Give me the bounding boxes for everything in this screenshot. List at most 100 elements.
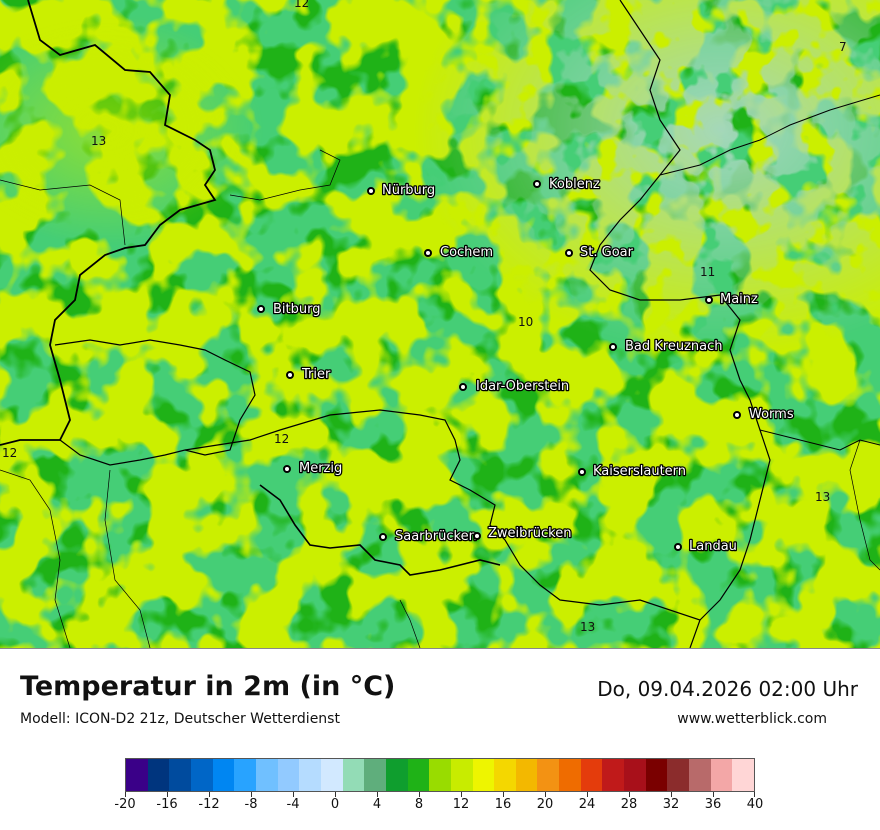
color-scale-tick-label: 8 (414, 797, 424, 812)
color-scale-swatch (515, 759, 538, 791)
city-dot (578, 468, 586, 476)
color-scale-swatch (407, 759, 430, 791)
city-dot (565, 249, 573, 257)
color-scale-swatch (385, 759, 408, 791)
isotherm-label: 12 (2, 446, 17, 460)
city-st-goar: St. Goar (565, 244, 635, 261)
city-saarbruecken: Saarbrücken (379, 528, 478, 545)
city-cochem: Cochem (424, 244, 494, 261)
color-scale-tick (335, 792, 336, 797)
color-scale-tick-label: -20 (114, 797, 136, 812)
city-dot (257, 305, 265, 313)
color-scale-tick-label: -8 (244, 797, 258, 812)
city-label: St. Goar (580, 245, 634, 260)
district-border-4 (104, 469, 151, 648)
city-label: Trier (301, 367, 331, 382)
city-label: Idar-Oberstein (476, 379, 569, 394)
color-scale-tick (125, 792, 126, 797)
city-label: Zweibrücken (488, 526, 571, 541)
color-scale-tick (671, 792, 672, 797)
color-scale-swatch (732, 759, 755, 791)
color-scale-tick (251, 792, 252, 797)
city-landau: Landau (674, 538, 738, 555)
color-scale-swatch (537, 759, 560, 791)
city-kaiserslautern: Kaiserslautern (578, 463, 687, 480)
color-scale-swatch (580, 759, 603, 791)
district-border-6 (399, 599, 421, 648)
color-scale-tick (503, 792, 504, 797)
city-dot (733, 411, 741, 419)
city-dot (674, 543, 682, 551)
national-border-west (0, 0, 217, 446)
color-scale-swatch (234, 759, 256, 791)
saar-border (184, 409, 701, 648)
city-label: Saarbrücken (395, 529, 477, 544)
color-scale-tick-label: 4 (372, 797, 382, 812)
website-link[interactable]: www.wetterblick.com (677, 711, 827, 727)
color-scale-swatch (255, 759, 278, 791)
color-scale-swatch (450, 759, 473, 791)
city-dot (379, 533, 387, 541)
color-scale-tick (754, 792, 755, 797)
color-scale-tick-label: -4 (286, 797, 300, 812)
city-dot (609, 343, 617, 351)
isotherm-label: 13 (815, 490, 830, 504)
city-label: Merzig (299, 461, 342, 476)
color-scale-tick-label: 0 (330, 797, 340, 812)
city-label: Landau (689, 539, 737, 554)
city-label: Bitburg (273, 302, 321, 317)
color-scale-swatch (494, 759, 516, 791)
color-scale-tick (629, 792, 630, 797)
isotherm-labels: 12 13 7 11 10 12 12 13 13 (2, 0, 847, 634)
color-scale-tick-label: 12 (452, 797, 470, 812)
color-scale-tick (545, 792, 546, 797)
forecast-datetime: Do, 09.04.2026 02:00 Uhr (597, 677, 858, 701)
map-title: Temperatur in 2m (in °C) (20, 671, 396, 702)
city-label: Koblenz (549, 177, 600, 192)
saar-south-border (259, 484, 501, 576)
city-dot (473, 532, 481, 540)
color-scale-swatch (126, 759, 148, 791)
isotherm-label: 10 (518, 315, 533, 329)
color-scale-tick (419, 792, 420, 797)
isotherm-label: 7 (839, 40, 847, 54)
color-scale-swatch (147, 759, 170, 791)
color-scale-swatch (169, 759, 191, 791)
color-scale-swatch (645, 759, 668, 791)
city-dot (459, 383, 467, 391)
color-scale-tick-label: 32 (662, 797, 680, 812)
color-scale-bar (125, 758, 755, 792)
city-zweibruecken: Zweibrücken (473, 525, 573, 542)
color-scale-swatch (212, 759, 235, 791)
city-label: Worms (749, 407, 794, 422)
district-border-5 (849, 439, 880, 571)
color-scale-swatch (342, 759, 365, 791)
city-mainz: Mainz (705, 291, 759, 308)
city-label: Cochem (440, 245, 493, 260)
color-scale-swatch (299, 759, 321, 791)
color-scale-tick-label: -12 (198, 797, 220, 812)
city-merzig: Merzig (283, 460, 344, 477)
color-scale-swatch (277, 759, 300, 791)
city-dot (424, 249, 432, 257)
color-scale-tick (587, 792, 588, 797)
isotherm-label: 12 (294, 0, 309, 10)
color-scale-tick (167, 792, 168, 797)
color-scale-ticks: -20 -16 -12 -8 -4 0 4 8 12 16 20 24 28 32 36 40 (114, 792, 763, 822)
model-source: Modell: ICON-D2 21z, Deutscher Wetterdie… (20, 711, 340, 727)
color-scale-tick (293, 792, 294, 797)
district-border-3 (0, 469, 71, 648)
isotherm-label: 13 (91, 134, 106, 148)
color-scale-tick-label: -16 (156, 797, 178, 812)
city-label: Bad Kreuznach (625, 339, 723, 354)
city-koblenz: Koblenz (533, 176, 601, 193)
borders (0, 0, 880, 648)
color-scale-swatch (602, 759, 625, 791)
color-scale-swatch (667, 759, 690, 791)
district-border-2 (229, 149, 341, 201)
color-scale-tick-label: 16 (494, 797, 512, 812)
isotherm-label: 13 (580, 620, 595, 634)
color-scale-tick (713, 792, 714, 797)
color-scale-tick-label: 24 (578, 797, 596, 812)
color-scale-tick (461, 792, 462, 797)
